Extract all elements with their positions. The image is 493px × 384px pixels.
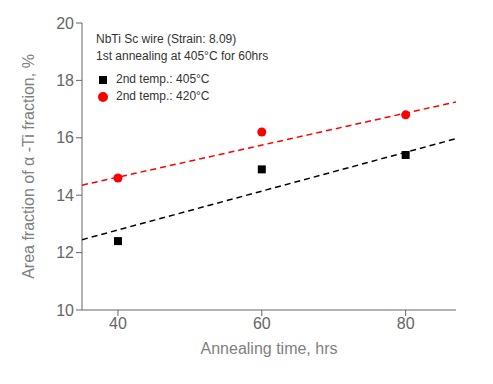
svg-text:20: 20 — [56, 15, 74, 32]
svg-text:60: 60 — [253, 315, 271, 332]
html-text:1st annealing at 405°C for 60h: 1st annealing at 405°C for 60hrs — [96, 49, 269, 63]
html-text:2nd temp.: 405°C: 2nd temp.: 405°C — [116, 72, 210, 86]
svg-text:10: 10 — [56, 302, 74, 319]
svg-text:18: 18 — [56, 72, 74, 89]
svg-text:12: 12 — [56, 244, 74, 261]
svg-text:14: 14 — [56, 187, 74, 204]
svg-text:Annealing time, hrs: Annealing time, hrs — [201, 340, 338, 357]
svg-text:40: 40 — [109, 315, 127, 332]
svg-text:80: 80 — [397, 315, 415, 332]
svg-text:Area fraction of α -Ti fractio: Area fraction of α -Ti fraction, % — [20, 54, 37, 279]
html-text:NbTi Sc wire (Strain: 8.09): NbTi Sc wire (Strain: 8.09) — [96, 32, 237, 46]
svg-text:16: 16 — [56, 129, 74, 146]
html-text:2nd temp.: 420°C: 2nd temp.: 420°C — [116, 89, 210, 103]
